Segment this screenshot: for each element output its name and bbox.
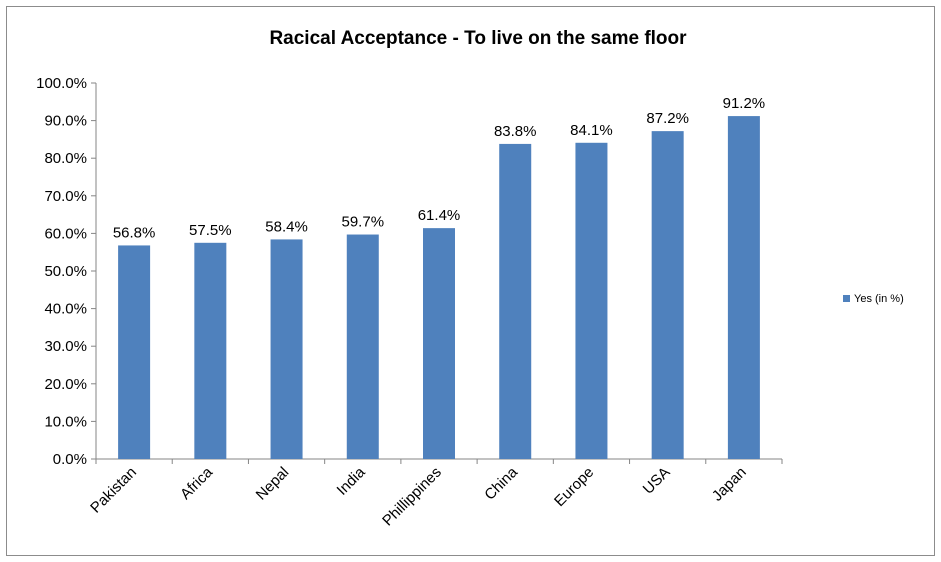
- data-label: 61.4%: [418, 207, 461, 224]
- bar-india: [346, 234, 379, 459]
- chart-frame: [6, 6, 935, 556]
- bar-japan: [727, 116, 760, 459]
- x-tick-label: India: [334, 463, 369, 498]
- y-tick-label: 70.0%: [44, 188, 87, 205]
- data-label: 56.8%: [113, 224, 156, 241]
- legend-swatch: [843, 295, 850, 302]
- data-labels: 56.8% 57.5% 58.4% 59.7% 61.4% 83.8% 84.1% 87.2%…: [113, 95, 765, 241]
- chart-title: Racical Acceptance - To live on the same…: [269, 28, 687, 49]
- bar-series: [118, 116, 760, 460]
- data-label: 83.8%: [494, 123, 537, 140]
- x-tick-label: Europe: [551, 464, 597, 510]
- x-tick-label: China: [481, 463, 521, 503]
- y-tick-label: 80.0%: [44, 150, 87, 167]
- x-tick-label: Nepal: [253, 464, 293, 504]
- bar-pakistan: [118, 245, 151, 459]
- legend-label: Yes (in %): [854, 293, 904, 305]
- y-tick-label: 20.0%: [44, 376, 87, 393]
- y-tick-label: 40.0%: [44, 301, 87, 318]
- data-label: 84.1%: [570, 122, 613, 139]
- data-label: 57.5%: [189, 222, 232, 239]
- x-tick-label: Japan: [709, 464, 750, 505]
- y-tick-label: 0.0%: [53, 451, 87, 468]
- data-label: 58.4%: [265, 218, 308, 235]
- y-tick-label: 10.0%: [44, 413, 87, 430]
- bar-nepal: [270, 239, 303, 459]
- x-axis: Pakistan Africa Nepal India Phillippines Chin…: [87, 458, 783, 530]
- bar-africa: [194, 242, 227, 459]
- data-label: 91.2%: [723, 95, 766, 112]
- data-label: 87.2%: [646, 110, 689, 127]
- bar-phillippines: [423, 228, 455, 459]
- y-tick-label: 100.0%: [36, 75, 87, 92]
- x-tick-label: Pakistan: [87, 464, 140, 517]
- x-tick-label: Phillippines: [379, 464, 445, 530]
- legend: Yes (in %): [843, 293, 904, 305]
- data-label: 59.7%: [342, 214, 385, 231]
- x-tick-label: Africa: [177, 463, 217, 503]
- y-tick-label: 50.0%: [44, 263, 87, 280]
- y-tick-label: 30.0%: [44, 338, 87, 355]
- y-tick-label: 60.0%: [44, 225, 87, 242]
- bar-europe: [575, 142, 608, 459]
- y-axis: 0.0% 10.0% 20.0% 30.0% 40.0% 50.0% 60.0% 70.0% 8…: [36, 75, 97, 468]
- bar-china: [499, 143, 532, 460]
- x-tick-label: USA: [640, 464, 674, 498]
- bar-usa: [651, 131, 684, 460]
- y-tick-label: 90.0%: [44, 113, 87, 130]
